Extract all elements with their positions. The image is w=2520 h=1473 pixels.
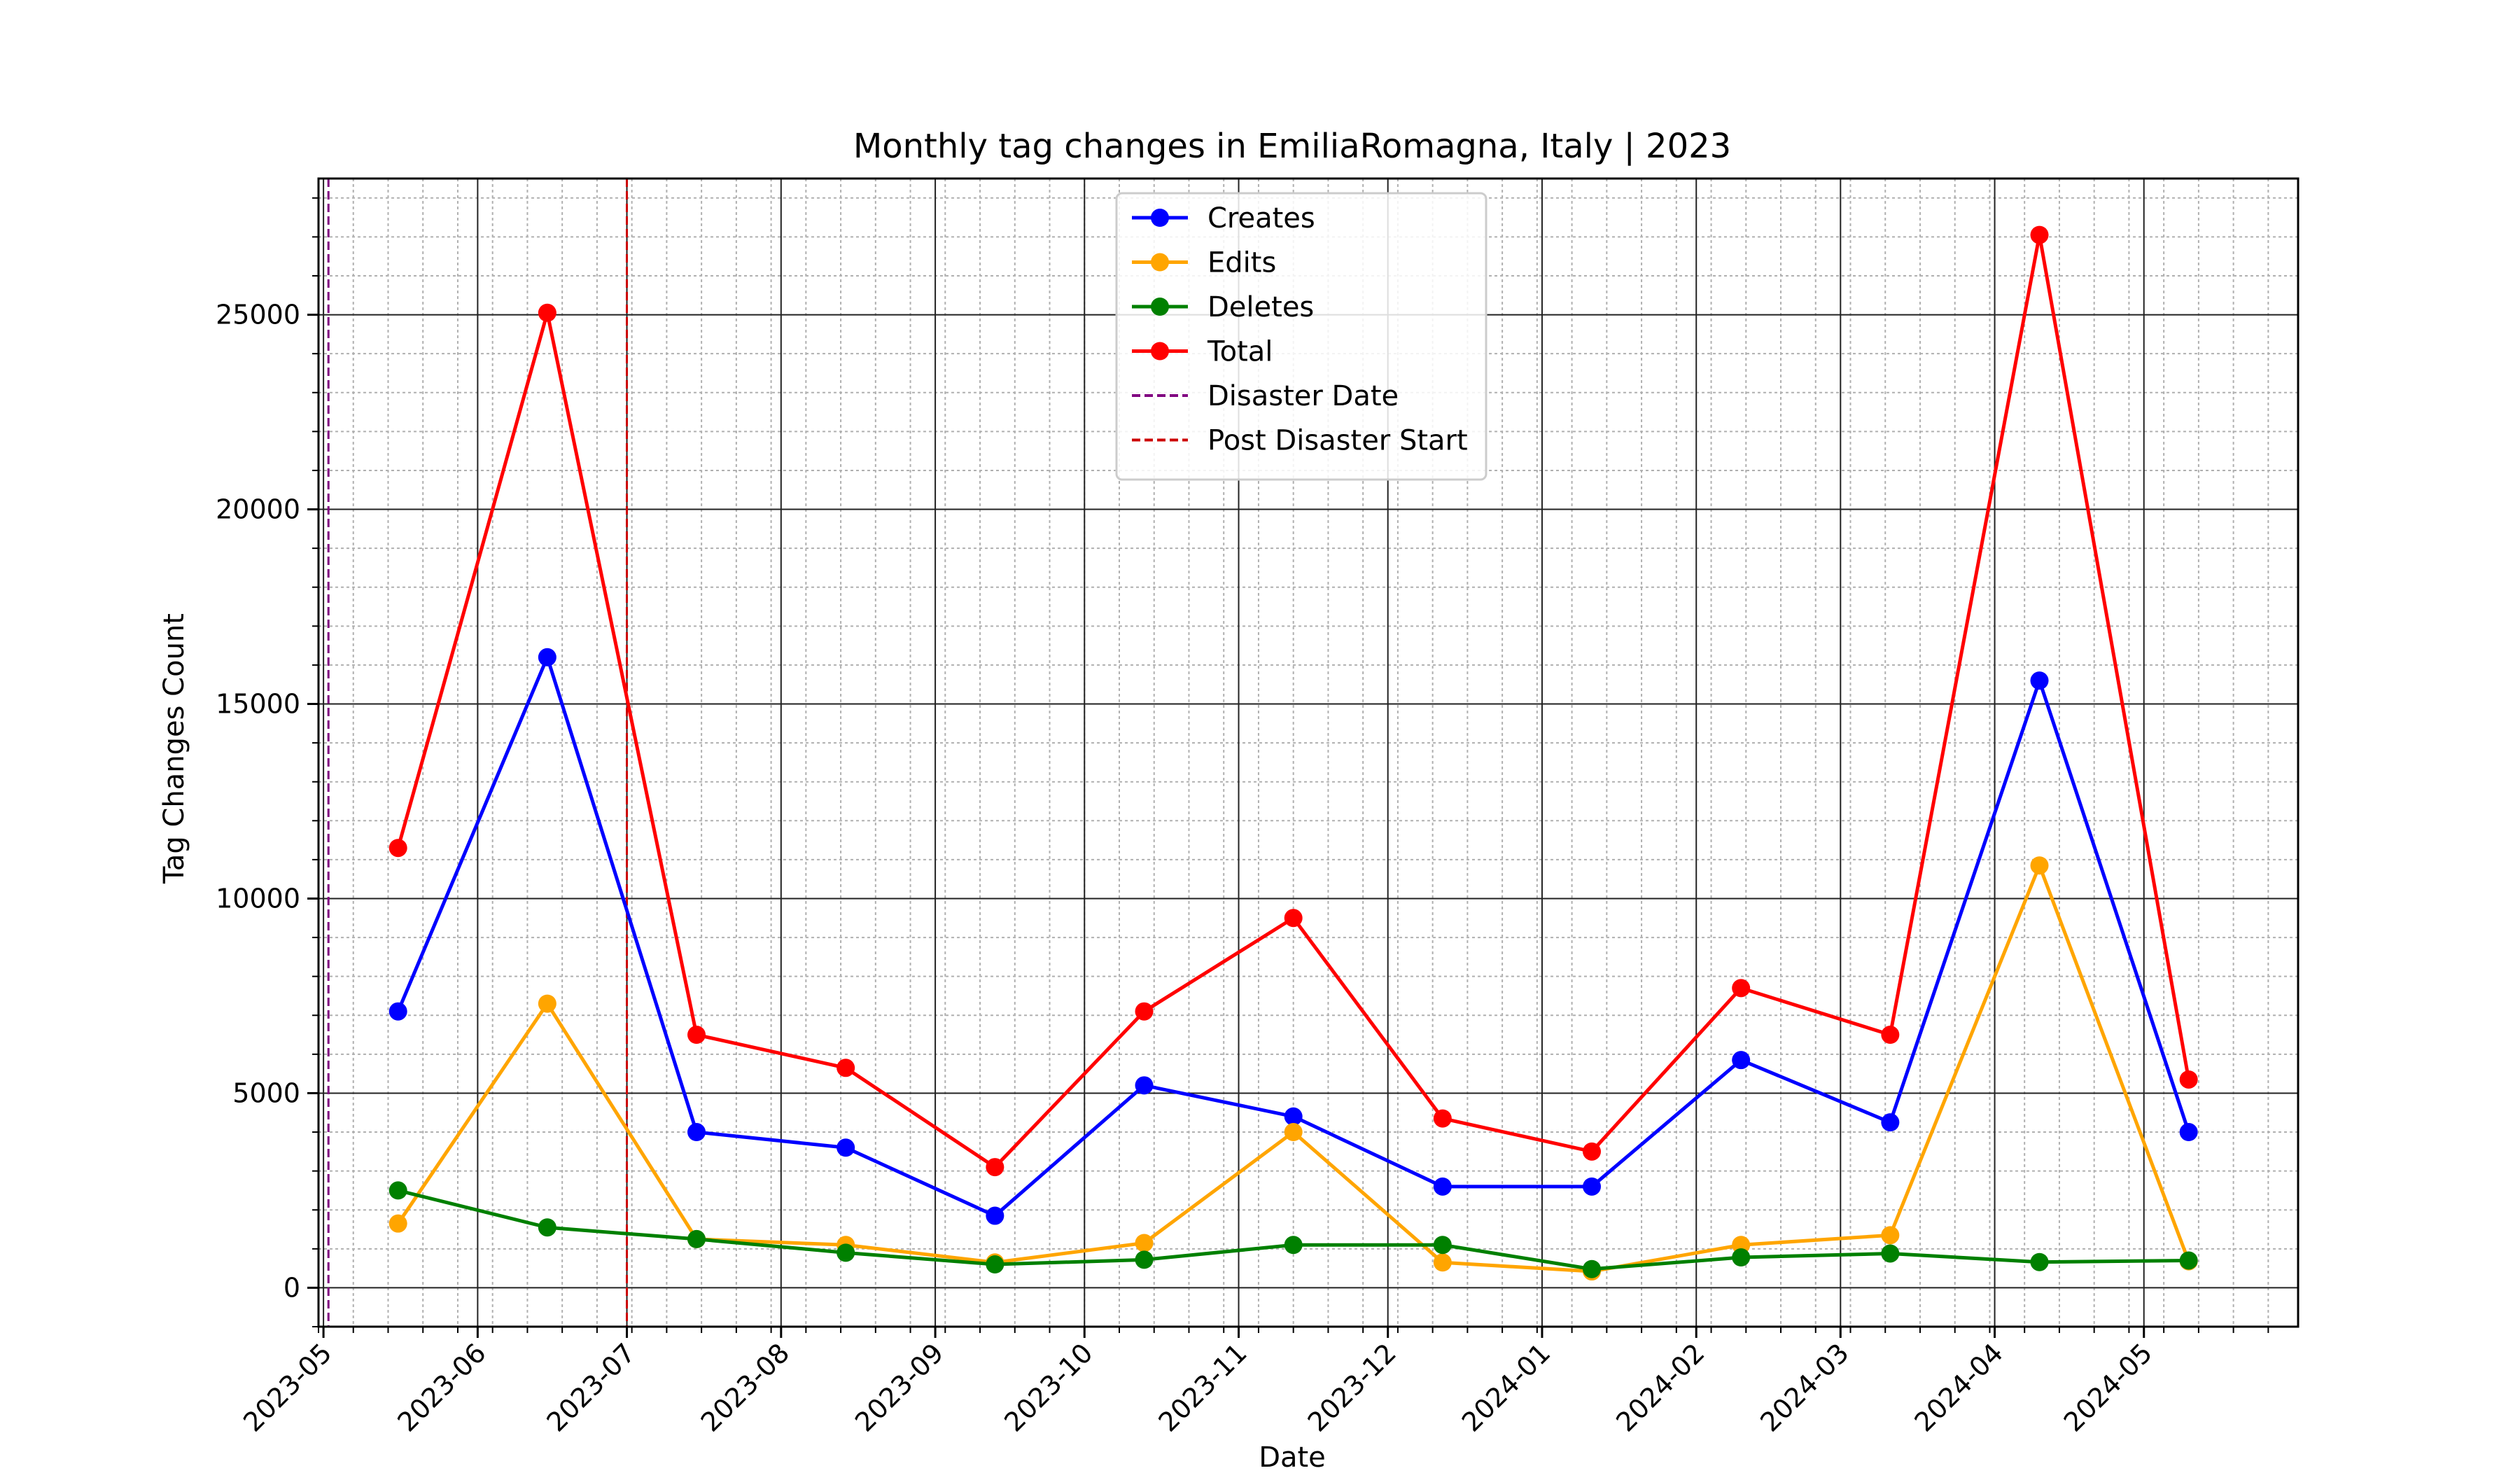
data-point-creates xyxy=(1433,1177,1452,1196)
y-tick-label: 25000 xyxy=(216,300,300,330)
data-point-edits xyxy=(1284,1123,1303,1142)
data-point-deletes xyxy=(2030,1252,2049,1271)
data-point-total xyxy=(1284,909,1303,928)
data-point-creates xyxy=(836,1138,855,1157)
chart-title: Monthly tag changes in EmiliaRomagna, It… xyxy=(853,127,1731,166)
data-point-total xyxy=(1433,1109,1452,1128)
data-point-total xyxy=(2179,1070,2198,1089)
data-point-total xyxy=(986,1158,1004,1177)
x-axis-label: Date xyxy=(1259,1441,1326,1470)
data-point-creates xyxy=(1881,1113,1900,1132)
data-point-deletes xyxy=(1732,1248,1751,1267)
data-point-total xyxy=(1881,1026,1900,1045)
data-point-total xyxy=(1583,1142,1602,1161)
data-point-edits xyxy=(1881,1226,1900,1245)
legend: Creates Edits Deletes Total Disaster Date Pos… xyxy=(1115,192,1488,481)
data-point-edits xyxy=(2030,856,2049,875)
data-point-creates xyxy=(2179,1123,2198,1142)
data-point-total xyxy=(1135,1002,1154,1021)
data-point-edits xyxy=(538,994,556,1013)
data-point-total xyxy=(2030,225,2049,244)
data-point-total xyxy=(1732,979,1751,998)
data-point-deletes xyxy=(2179,1251,2198,1270)
legend-marker-edits xyxy=(1151,253,1169,272)
y-axis-label: Tag Changes Count xyxy=(158,613,190,884)
data-point-edits xyxy=(1732,1236,1751,1255)
y-tick-label: 0 xyxy=(284,1272,300,1303)
legend-label-total: Total xyxy=(1207,336,1273,368)
data-point-creates xyxy=(1284,1107,1303,1126)
data-point-creates xyxy=(986,1206,1004,1225)
legend-box xyxy=(1115,192,1488,481)
data-point-creates xyxy=(1732,1051,1751,1070)
legend-label-post-disaster-start: Post Disaster Start xyxy=(1208,425,1468,457)
data-point-creates xyxy=(388,1002,407,1021)
data-point-deletes xyxy=(1881,1244,1900,1263)
y-tick-label: 5000 xyxy=(232,1077,300,1108)
legend-marker-deletes xyxy=(1151,298,1169,316)
data-point-creates xyxy=(687,1123,706,1142)
legend-label-creates: Creates xyxy=(1208,202,1315,235)
data-point-deletes xyxy=(388,1181,407,1200)
y-tick-label: 15000 xyxy=(216,689,300,720)
legend-label-disaster-date: Disaster Date xyxy=(1208,380,1399,412)
data-point-creates xyxy=(538,648,556,666)
data-point-deletes xyxy=(1135,1250,1154,1269)
data-point-total xyxy=(687,1026,706,1045)
data-point-deletes xyxy=(538,1218,556,1237)
data-point-edits xyxy=(1135,1234,1154,1252)
data-point-deletes xyxy=(836,1243,855,1262)
y-tick-label: 20000 xyxy=(216,494,300,525)
data-point-creates xyxy=(2030,671,2049,690)
legend-label-edits: Edits xyxy=(1208,247,1276,279)
plot-frame xyxy=(317,177,2300,1328)
legend-marker-total xyxy=(1151,342,1169,361)
data-point-deletes xyxy=(1284,1236,1303,1255)
data-point-edits xyxy=(1433,1253,1452,1272)
data-point-deletes xyxy=(1433,1236,1452,1255)
legend-label-deletes: Deletes xyxy=(1208,291,1314,323)
data-point-deletes xyxy=(986,1255,1004,1274)
data-point-edits xyxy=(388,1214,407,1233)
data-point-total xyxy=(538,303,556,322)
y-tick-label: 10000 xyxy=(216,883,300,914)
data-point-total xyxy=(836,1059,855,1077)
data-point-deletes xyxy=(687,1229,706,1248)
data-point-creates xyxy=(1583,1177,1602,1196)
data-point-creates xyxy=(1135,1076,1154,1095)
data-point-total xyxy=(388,839,407,858)
legend-marker-creates xyxy=(1151,209,1169,227)
data-point-deletes xyxy=(1583,1259,1602,1278)
